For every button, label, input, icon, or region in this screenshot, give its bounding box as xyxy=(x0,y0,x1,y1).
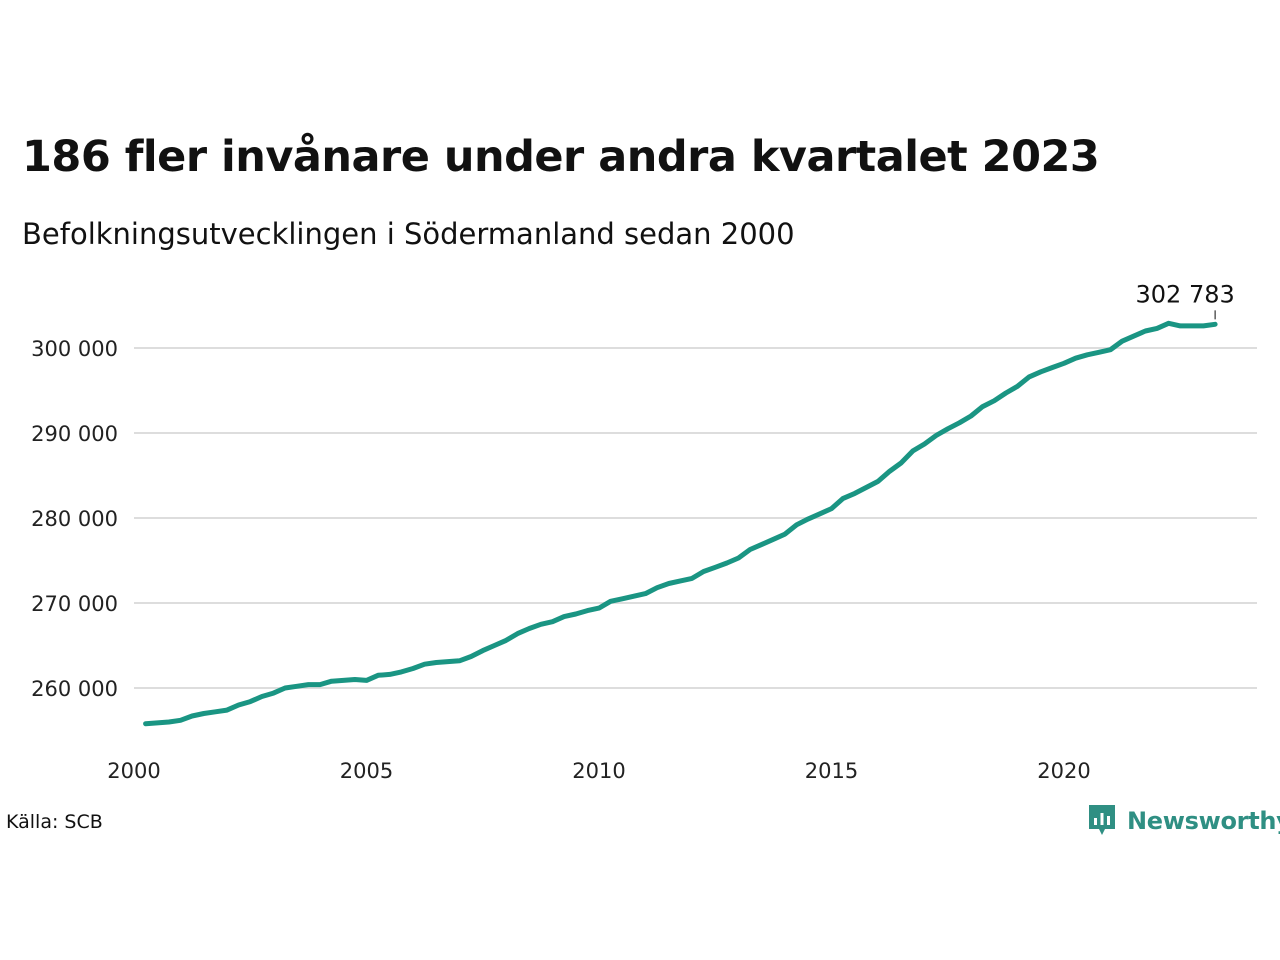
gridlines xyxy=(134,347,1257,689)
end-value-label: 302 783 xyxy=(1136,280,1235,308)
x-tick-label: 2000 xyxy=(107,759,160,783)
source-note: Källa: SCB xyxy=(6,811,103,833)
x-tick-label: 2010 xyxy=(572,759,625,783)
y-axis-ticks: 260 000 270 000 280 000 290 000 300 000 xyxy=(31,337,118,701)
x-tick-label: 2020 xyxy=(1037,759,1090,783)
newsworthy-logo[interactable]: Newsworthy xyxy=(1087,803,1280,839)
brand-name: Newsworthy xyxy=(1127,807,1280,835)
y-tick-label: 290 000 xyxy=(31,422,118,446)
population-line xyxy=(143,320,1218,727)
y-tick-label: 260 000 xyxy=(31,677,118,701)
chart-title: 186 fler invånare under andra kvartalet … xyxy=(22,132,1100,182)
x-tick-label: 2015 xyxy=(805,759,858,783)
newsworthy-icon xyxy=(1089,805,1115,835)
chart-subtitle: Befolkningsutvecklingen i Södermanland s… xyxy=(22,217,795,251)
x-tick-label: 2005 xyxy=(340,759,393,783)
y-tick-label: 280 000 xyxy=(31,507,118,531)
y-tick-label: 300 000 xyxy=(31,337,118,361)
y-tick-label: 270 000 xyxy=(31,592,118,616)
x-axis-ticks: 2000 2005 2010 2015 2020 xyxy=(107,759,1090,783)
